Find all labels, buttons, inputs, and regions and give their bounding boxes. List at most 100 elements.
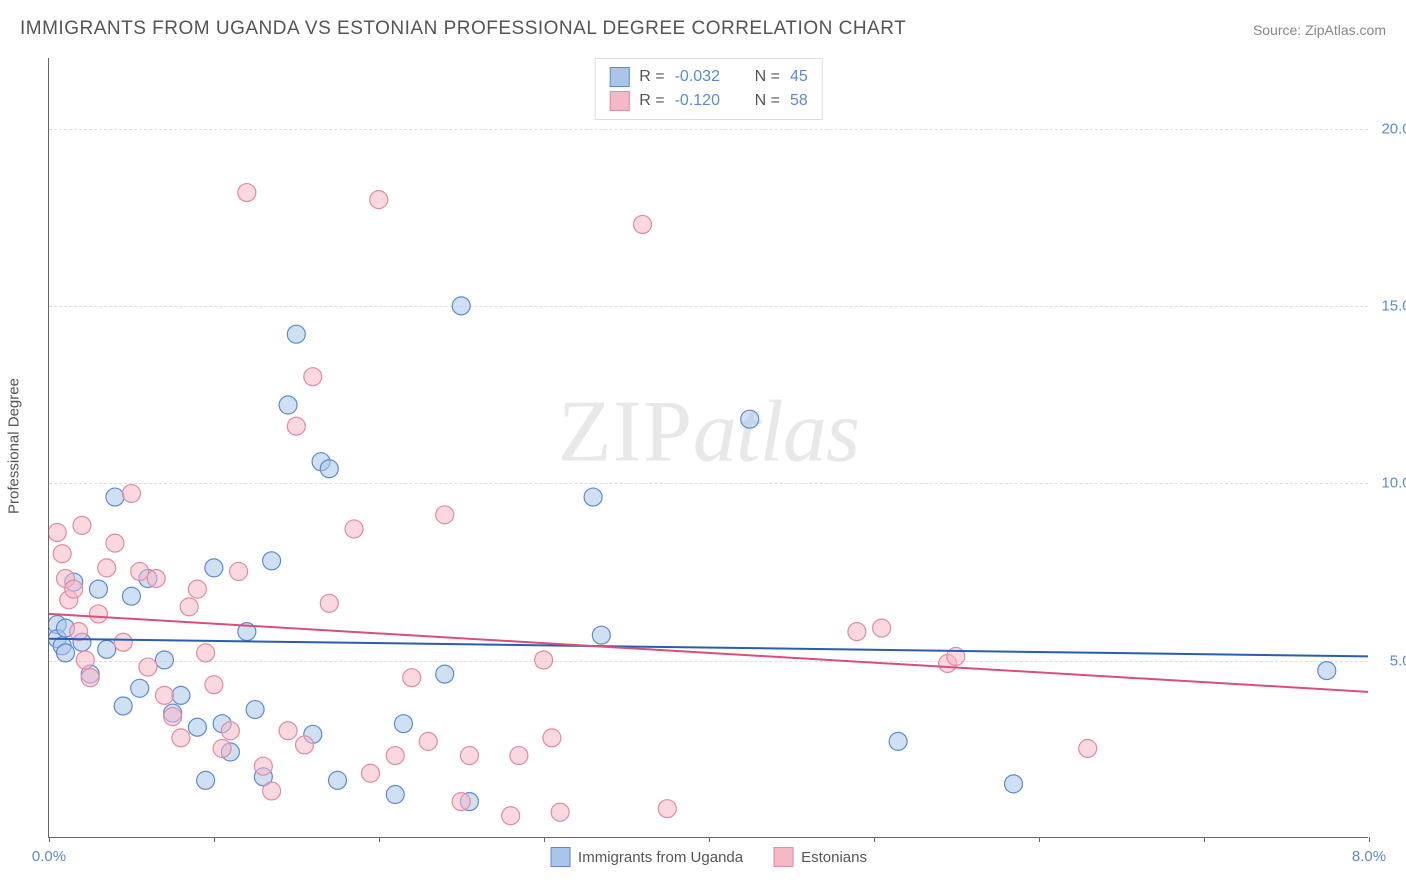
legend-item: Immigrants from Uganda xyxy=(550,847,743,867)
data-point xyxy=(238,184,256,202)
data-point xyxy=(172,686,190,704)
data-point xyxy=(246,701,264,719)
x-tick-label: 8.0% xyxy=(1352,848,1386,865)
data-point xyxy=(436,665,454,683)
data-point xyxy=(535,651,553,669)
data-point xyxy=(172,729,190,747)
chart-title: IMMIGRANTS FROM UGANDA VS ESTONIAN PROFE… xyxy=(20,18,906,40)
data-point xyxy=(114,633,132,651)
x-tick-mark xyxy=(1369,837,1370,842)
source-prefix: Source: xyxy=(1253,22,1305,38)
legend-correlation-row: R = -0.120N = 58 xyxy=(609,89,807,113)
data-point xyxy=(386,786,404,804)
legend-label: Immigrants from Uganda xyxy=(578,849,743,866)
data-point xyxy=(230,562,248,580)
data-point xyxy=(419,732,437,750)
n-label: N = xyxy=(755,65,780,89)
data-point xyxy=(279,722,297,740)
data-point xyxy=(122,587,140,605)
data-point xyxy=(543,729,561,747)
data-point xyxy=(147,570,165,588)
data-point xyxy=(296,736,314,754)
source-attribution: Source: ZipAtlas.com xyxy=(1253,22,1386,38)
data-point xyxy=(1005,775,1023,793)
x-tick-mark xyxy=(379,837,380,842)
data-point xyxy=(180,598,198,616)
legend-series: Immigrants from Uganda Estonians xyxy=(550,847,867,867)
y-tick-label: 5.0% xyxy=(1390,652,1406,669)
data-point xyxy=(155,686,173,704)
data-point xyxy=(76,651,94,669)
data-point xyxy=(65,580,83,598)
data-point xyxy=(403,669,421,687)
data-point xyxy=(889,732,907,750)
data-point xyxy=(263,552,281,570)
plot-area: ZIPatlas R = -0.032N = 45R = -0.120N = 5… xyxy=(48,58,1368,838)
data-point xyxy=(370,191,388,209)
y-axis-label: Professional Degree xyxy=(6,378,23,514)
y-tick-label: 15.0% xyxy=(1381,298,1406,315)
data-point xyxy=(510,747,528,765)
n-value: 45 xyxy=(790,65,808,89)
data-point xyxy=(139,658,157,676)
data-point xyxy=(205,559,223,577)
data-point xyxy=(848,623,866,641)
data-point xyxy=(205,676,223,694)
data-point xyxy=(188,580,206,598)
data-point xyxy=(287,417,305,435)
n-value: 58 xyxy=(790,89,808,113)
data-point xyxy=(73,516,91,534)
x-tick-mark xyxy=(709,837,710,842)
data-point xyxy=(155,651,173,669)
data-point xyxy=(89,580,107,598)
legend-swatch xyxy=(609,91,629,111)
data-point xyxy=(106,534,124,552)
r-value: -0.032 xyxy=(675,65,735,89)
data-point xyxy=(81,669,99,687)
r-value: -0.120 xyxy=(675,89,735,113)
source-link[interactable]: ZipAtlas.com xyxy=(1305,22,1386,38)
data-point xyxy=(98,559,116,577)
data-point xyxy=(213,739,231,757)
x-tick-mark xyxy=(49,837,50,842)
data-point xyxy=(592,626,610,644)
data-point xyxy=(98,640,116,658)
data-point xyxy=(460,747,478,765)
data-point xyxy=(70,623,88,641)
data-point xyxy=(436,506,454,524)
data-point xyxy=(254,757,272,775)
data-point xyxy=(452,297,470,315)
data-point xyxy=(89,605,107,623)
data-point xyxy=(287,325,305,343)
data-point xyxy=(114,697,132,715)
data-point xyxy=(221,722,239,740)
x-tick-mark xyxy=(544,837,545,842)
data-point xyxy=(131,679,149,697)
data-point xyxy=(873,619,891,637)
data-point xyxy=(106,488,124,506)
data-point xyxy=(1318,662,1336,680)
x-tick-mark xyxy=(1039,837,1040,842)
x-tick-mark xyxy=(214,837,215,842)
data-point xyxy=(634,215,652,233)
data-point xyxy=(53,545,71,563)
data-point xyxy=(741,410,759,428)
x-tick-label: 0.0% xyxy=(32,848,66,865)
legend-item: Estonians xyxy=(773,847,867,867)
data-point xyxy=(56,644,74,662)
data-point xyxy=(164,708,182,726)
data-point xyxy=(320,594,338,612)
data-point xyxy=(304,368,322,386)
data-point xyxy=(320,460,338,478)
data-point xyxy=(197,771,215,789)
data-point xyxy=(362,764,380,782)
legend-correlation-box: R = -0.032 N = 45R = -0.120N = 58 xyxy=(594,58,822,120)
data-point xyxy=(188,718,206,736)
x-tick-mark xyxy=(1204,837,1205,842)
y-tick-label: 10.0% xyxy=(1381,475,1406,492)
r-label: R = xyxy=(639,65,664,89)
data-point xyxy=(263,782,281,800)
data-point xyxy=(49,523,66,541)
legend-swatch xyxy=(550,847,570,867)
y-tick-label: 20.0% xyxy=(1381,120,1406,137)
